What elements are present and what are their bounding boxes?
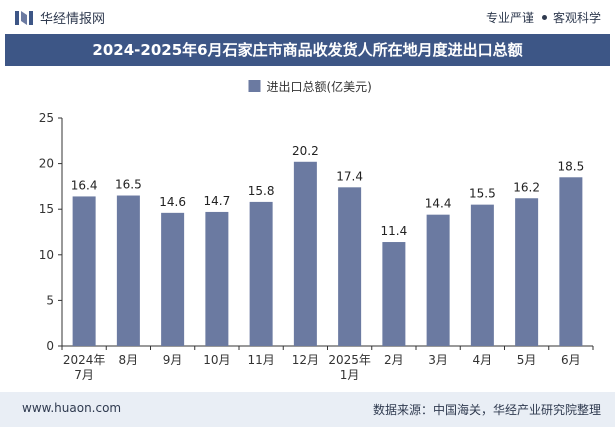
chart-title: 2024-2025年6月石家庄市商品收发货人所在地月度进出口总额 [92,41,523,59]
bar[interactable] [470,204,494,346]
data-label: 15.8 [248,184,275,198]
data-source: 数据来源：中国海关，华经产业研究院整理 [372,403,601,417]
slogan-tags: 专业严谨 客观科学 [486,9,601,26]
footer-url[interactable]: www.huaon.com [22,401,122,415]
dot-separator-icon [541,15,547,20]
brand-logo-icon [15,10,33,25]
y-tick-label: 5 [46,293,54,307]
bar[interactable] [426,214,450,346]
bar[interactable] [515,198,539,346]
y-tick-label: 20 [39,157,54,171]
bar[interactable] [249,201,273,346]
bar[interactable] [382,242,406,346]
x-tick-label: 12月 [292,353,319,367]
tag-professional: 专业严谨 [485,11,534,25]
x-tick-label: 2024年 7月 [63,353,106,382]
data-label: 14.6 [159,195,186,209]
data-label: 16.4 [71,178,98,192]
bar[interactable] [205,211,229,346]
x-tick-label: 5月 [517,353,537,367]
brand-name: 华经情报网 [40,12,106,27]
data-label: 16.5 [115,178,142,192]
legend-swatch [248,80,261,92]
bar[interactable] [72,196,96,346]
x-tick-label: 9月 [163,353,183,367]
bar[interactable] [161,212,185,346]
x-tick-label: 2月 [384,353,404,367]
top-bar: 华经情报网 专业严谨 客观科学 [0,0,615,34]
data-label: 20.2 [292,144,319,158]
x-tick-label: 3月 [428,353,448,367]
bar[interactable] [293,161,317,346]
bar-series: 16.4 16.5 14.6 14.7 15.8 20.2 17.4 11.4 14.4 15.5… [71,144,584,346]
y-tick-label: 0 [46,339,54,353]
data-label: 14.7 [204,194,231,208]
y-tick-label: 15 [39,202,54,216]
bar[interactable] [559,177,583,346]
footer: www.huaon.com 数据来源：中国海关，华经产业研究院整理 [0,392,615,427]
data-label: 17.4 [336,169,363,183]
tag-objective: 客观科学 [552,11,601,25]
data-label: 15.5 [469,187,496,201]
data-label: 16.2 [513,180,540,194]
chart-legend: 进出口总额(亿美元) [248,79,372,94]
bar[interactable] [116,195,140,346]
y-tick-label: 10 [39,248,54,262]
bar-chart: 进出口总额(亿美元) 0 5 10 15 20 25 16.4 16.5 14.6 14.7 15… [39,79,594,382]
x-tick-label: 8月 [119,353,139,367]
brand[interactable]: 华经情报网 [14,8,105,27]
x-tick-label: 2025年 1月 [328,353,371,382]
x-tick-label: 11月 [247,353,274,367]
y-tick-label: 25 [39,111,54,125]
data-label: 11.4 [381,224,408,238]
title-bar: 2024-2025年6月石家庄市商品收发货人所在地月度进出口总额 [5,34,610,66]
bar[interactable] [338,187,362,346]
x-tick-label: 10月 [203,353,230,367]
x-tick-label: 4月 [473,353,493,367]
data-label: 14.4 [425,197,452,211]
data-label: 18.5 [558,159,585,173]
legend-label: 进出口总额(亿美元) [267,79,372,94]
x-axis: 2024年 7月 8月 9月 10月 11月 12月 2025年 1月 2月 3月 4月 5月 6月 [61,346,594,382]
x-tick-label: 6月 [561,353,581,367]
